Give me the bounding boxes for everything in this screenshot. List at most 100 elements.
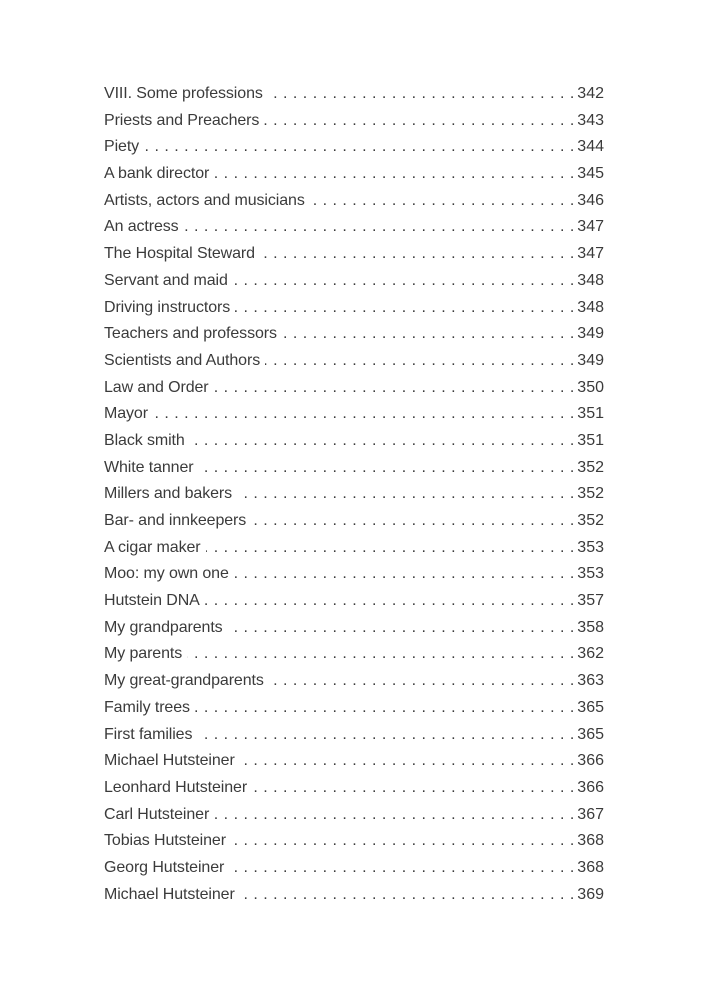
toc-entry-title: First families xyxy=(104,725,193,743)
toc-entry[interactable]: Law and Order . . . . . . . . . . . . . … xyxy=(104,375,604,402)
toc-entry-title: An actress xyxy=(104,218,179,236)
toc-entry[interactable]: Tobias Hutsteiner . . . . . . . . . . . … xyxy=(104,828,604,855)
toc-entry[interactable]: Moo: my own one . . . . . . . . . . . . … xyxy=(104,561,604,588)
toc-entry[interactable]: A cigar maker . . . . . . . . . . . . . … xyxy=(104,535,604,562)
toc-entry-title: My great-grandparents xyxy=(104,672,264,690)
toc-entry-page-number: 348 xyxy=(577,271,604,289)
toc-entry-title: A cigar maker xyxy=(104,538,201,556)
toc-entry-page-number: 365 xyxy=(577,698,604,716)
toc-entry-page-number: 363 xyxy=(577,672,604,690)
toc-entry-page-number: 365 xyxy=(577,725,604,743)
dot-leader: . . . . . . . . . . . . . . . . . . . . … xyxy=(206,538,575,556)
dot-leader: . . . . . . . . . . . . . . . . . . . . … xyxy=(228,618,575,636)
toc-entry-title: Georg Hutsteiner xyxy=(104,858,225,876)
toc-entry-title: Black smith xyxy=(104,431,185,449)
dot-leader: . . . . . . . . . . . . . . . . . . . . … xyxy=(213,378,575,396)
toc-entry-title: Driving instructors xyxy=(104,298,231,316)
dot-leader: . . . . . . . . . . . . . . . . . . . . … xyxy=(144,138,575,156)
dot-leader: . . . . . . . . . . . . . . . . . . . . … xyxy=(260,245,575,263)
toc-entry-title: Leonhard Hutsteiner xyxy=(104,778,248,796)
toc-entry-page-number: 369 xyxy=(577,885,604,903)
toc-entry-title: Artists, actors and musicians xyxy=(104,191,305,209)
toc-entry[interactable]: VIII. Some professions . . . . . . . . .… xyxy=(104,81,604,108)
toc-entry[interactable]: Servant and maid . . . . . . . . . . . .… xyxy=(104,268,604,295)
toc-entry-title: Millers and bakers xyxy=(104,485,233,503)
toc-entry[interactable]: The Hospital Steward . . . . . . . . . .… xyxy=(104,241,604,268)
toc-entry-title: Carl Hutsteiner xyxy=(104,805,210,823)
toc-entry-page-number: 346 xyxy=(577,191,604,209)
toc-entry[interactable]: Michael Hutsteiner . . . . . . . . . . .… xyxy=(104,748,604,775)
toc-entry-title: Family trees xyxy=(104,698,190,716)
toc-entry-title: My grandparents xyxy=(104,618,223,636)
toc-entry[interactable]: Georg Hutsteiner . . . . . . . . . . . .… xyxy=(104,855,604,882)
toc-entry[interactable]: First families . . . . . . . . . . . . .… xyxy=(104,722,604,749)
dot-leader: . . . . . . . . . . . . . . . . . . . . … xyxy=(184,218,575,236)
toc-entry-page-number: 347 xyxy=(577,218,604,236)
toc-entry-page-number: 368 xyxy=(577,858,604,876)
toc-entry-title: My parents xyxy=(104,645,183,663)
dot-leader: . . . . . . . . . . . . . . . . . . . . … xyxy=(205,592,575,610)
toc-entry[interactable]: Bar- and innkeepers . . . . . . . . . . … xyxy=(104,508,604,535)
dot-leader: . . . . . . . . . . . . . . . . . . . . … xyxy=(231,832,575,850)
toc-entry[interactable]: Family trees . . . . . . . . . . . . . .… xyxy=(104,695,604,722)
toc-entry-title: Michael Hutsteiner xyxy=(104,752,235,770)
toc-entry[interactable]: Michael Hutsteiner . . . . . . . . . . .… xyxy=(104,882,604,909)
toc-entry-page-number: 347 xyxy=(577,245,604,263)
dot-leader: . . . . . . . . . . . . . . . . . . . . … xyxy=(233,565,575,583)
toc-entry[interactable]: My grandparents . . . . . . . . . . . . … xyxy=(104,615,604,642)
dot-leader: . . . . . . . . . . . . . . . . . . . . … xyxy=(229,858,575,876)
toc-entry[interactable]: An actress . . . . . . . . . . . . . . .… xyxy=(104,214,604,241)
toc-entry-page-number: 362 xyxy=(577,645,604,663)
toc-entry[interactable]: Artists, actors and musicians . . . . . … xyxy=(104,188,604,215)
toc-entry[interactable]: Hutstein DNA . . . . . . . . . . . . . .… xyxy=(104,588,604,615)
toc-entry-title: Teachers and professors xyxy=(104,325,277,343)
toc-entry[interactable]: Teachers and professors . . . . . . . . … xyxy=(104,321,604,348)
toc-entry-page-number: 345 xyxy=(577,165,604,183)
toc-entry[interactable]: Mayor . . . . . . . . . . . . . . . . . … xyxy=(104,401,604,428)
toc-entry-page-number: 344 xyxy=(577,138,604,156)
toc-entry-page-number: 348 xyxy=(577,298,604,316)
dot-leader: . . . . . . . . . . . . . . . . . . . . … xyxy=(240,885,575,903)
toc-entry-page-number: 353 xyxy=(577,565,604,583)
table-of-contents: VIII. Some professions . . . . . . . . .… xyxy=(104,81,604,908)
toc-entry[interactable]: Leonhard Hutsteiner . . . . . . . . . . … xyxy=(104,775,604,802)
toc-entry[interactable]: Driving instructors . . . . . . . . . . … xyxy=(104,295,604,322)
toc-entry-title: VIII. Some professions xyxy=(104,85,263,102)
dot-leader: . . . . . . . . . . . . . . . . . . . . … xyxy=(268,85,575,102)
toc-entry[interactable]: A bank director . . . . . . . . . . . . … xyxy=(104,161,604,188)
toc-entry-title: Bar- and innkeepers xyxy=(104,512,247,529)
toc-entry[interactable]: Black smith . . . . . . . . . . . . . . … xyxy=(104,428,604,455)
toc-entry-page-number: 343 xyxy=(577,111,604,129)
toc-entry[interactable]: My parents . . . . . . . . . . . . . . .… xyxy=(104,641,604,668)
toc-entry[interactable]: My great-grandparents . . . . . . . . . … xyxy=(104,668,604,695)
toc-entry[interactable]: White tanner . . . . . . . . . . . . . .… xyxy=(104,455,604,482)
toc-entry-page-number: 352 xyxy=(577,485,604,503)
dot-leader: . . . . . . . . . . . . . . . . . . . . … xyxy=(190,431,575,449)
toc-entry-page-number: 353 xyxy=(577,538,604,556)
toc-entry-page-number: 366 xyxy=(577,752,604,770)
dot-leader: . . . . . . . . . . . . . . . . . . . . … xyxy=(251,512,575,529)
toc-entry-page-number: 368 xyxy=(577,832,604,850)
dot-leader: . . . . . . . . . . . . . . . . . . . . … xyxy=(214,805,575,823)
toc-entry-page-number: 349 xyxy=(577,325,604,343)
toc-entry-page-number: 367 xyxy=(577,805,604,823)
dot-leader: . . . . . . . . . . . . . . . . . . . . … xyxy=(310,191,575,209)
toc-entry-page-number: 352 xyxy=(577,512,604,529)
dot-leader: . . . . . . . . . . . . . . . . . . . . … xyxy=(240,752,575,770)
toc-entry[interactable]: Piety . . . . . . . . . . . . . . . . . … xyxy=(104,134,604,161)
dot-leader: . . . . . . . . . . . . . . . . . . . . … xyxy=(153,405,575,423)
toc-entry-page-number: 352 xyxy=(577,458,604,476)
toc-entry-title: A bank director xyxy=(104,165,210,183)
toc-entry-page-number: 342 xyxy=(577,85,604,102)
toc-entry[interactable]: Priests and Preachers . . . . . . . . . … xyxy=(104,108,604,135)
dot-leader: . . . . . . . . . . . . . . . . . . . . … xyxy=(265,351,575,369)
toc-entry[interactable]: Scientists and Authors . . . . . . . . .… xyxy=(104,348,604,375)
dot-leader: . . . . . . . . . . . . . . . . . . . . … xyxy=(282,325,575,343)
toc-entry[interactable]: Carl Hutsteiner . . . . . . . . . . . . … xyxy=(104,802,604,829)
toc-entry-page-number: 350 xyxy=(577,378,604,396)
dot-leader: . . . . . . . . . . . . . . . . . . . . … xyxy=(237,485,575,503)
toc-entry[interactable]: Millers and bakers . . . . . . . . . . .… xyxy=(104,481,604,508)
toc-entry-title: Tobias Hutsteiner xyxy=(104,832,226,850)
dot-leader: . . . . . . . . . . . . . . . . . . . . … xyxy=(235,298,575,316)
